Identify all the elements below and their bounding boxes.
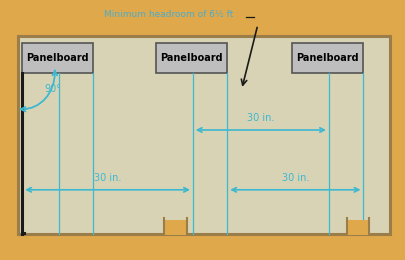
Bar — [292, 43, 362, 73]
Bar — [164, 220, 186, 235]
Text: Minimum headroom of 6½ ft: Minimum headroom of 6½ ft — [104, 10, 232, 19]
Text: Panelboard: Panelboard — [160, 53, 223, 63]
Bar — [22, 43, 93, 73]
Text: 30 in.: 30 in. — [247, 113, 274, 123]
Text: 30 in.: 30 in. — [94, 173, 121, 183]
Text: 90°: 90° — [45, 84, 62, 94]
Text: Panelboard: Panelboard — [26, 53, 89, 63]
Bar — [156, 43, 227, 73]
Text: 30 in.: 30 in. — [281, 173, 308, 183]
Bar — [18, 36, 389, 234]
Text: Panelboard: Panelboard — [296, 53, 358, 63]
Bar — [346, 220, 369, 235]
